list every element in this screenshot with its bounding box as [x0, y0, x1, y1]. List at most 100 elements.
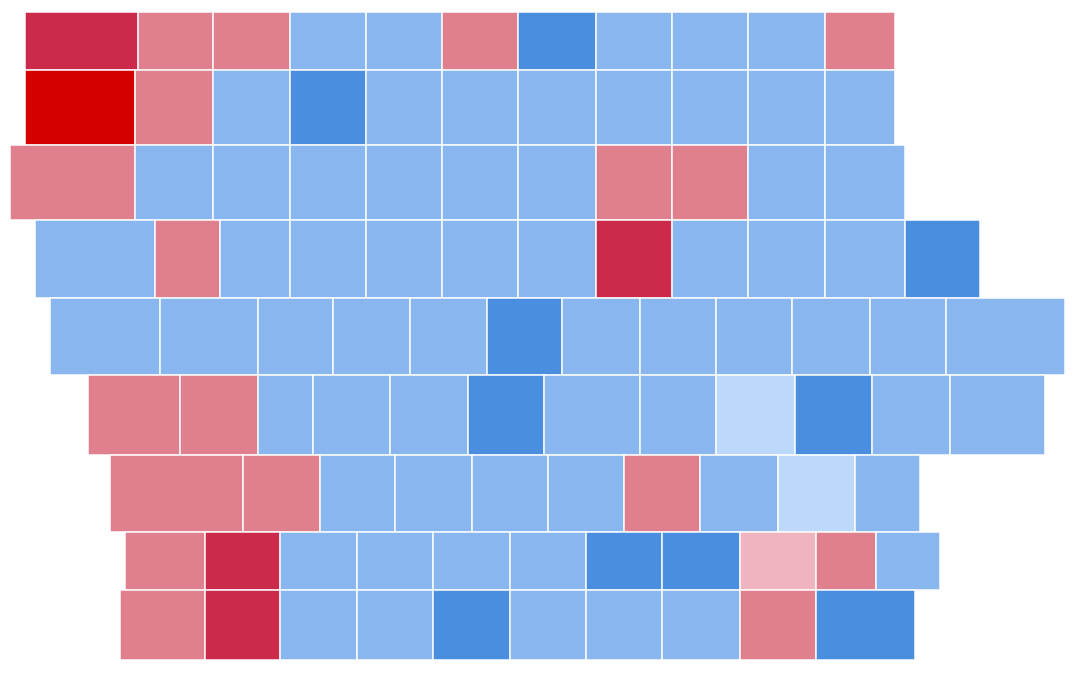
county: [854, 454, 921, 533]
county: [815, 589, 916, 661]
county: [389, 374, 469, 456]
county: [777, 454, 856, 533]
county: [365, 219, 443, 299]
county: [124, 531, 206, 591]
county: [747, 144, 826, 221]
county: [595, 219, 673, 299]
county: [509, 531, 587, 591]
county: [365, 144, 443, 221]
county: [289, 11, 367, 71]
county: [24, 69, 136, 146]
county: [242, 454, 321, 533]
county: [747, 219, 826, 299]
county: [257, 374, 314, 456]
county: [871, 374, 951, 456]
county: [815, 531, 877, 591]
county: [134, 69, 214, 146]
county: [312, 374, 391, 456]
county: [739, 531, 817, 591]
county: [134, 144, 214, 221]
county: [289, 69, 367, 146]
county: [543, 374, 641, 456]
county: [365, 69, 443, 146]
county: [547, 454, 625, 533]
county: [585, 531, 663, 591]
county: [715, 374, 796, 456]
county: [289, 219, 367, 299]
county: [441, 11, 519, 71]
county: [949, 374, 1046, 456]
county: [212, 11, 291, 71]
county: [119, 589, 206, 661]
county: [467, 374, 545, 456]
county: [34, 219, 156, 299]
county: [441, 69, 519, 146]
county: [661, 589, 741, 661]
county: [739, 589, 817, 661]
county: [409, 297, 488, 376]
county: [661, 531, 741, 591]
county: [137, 11, 214, 71]
county: [747, 11, 826, 71]
county: [623, 454, 701, 533]
county: [945, 297, 1066, 376]
county: [671, 219, 749, 299]
county: [824, 144, 906, 221]
county: [699, 454, 779, 533]
county: [869, 297, 947, 376]
county: [24, 11, 139, 71]
county: [794, 374, 873, 456]
county: [824, 69, 896, 146]
county: [509, 589, 587, 661]
county: [289, 144, 367, 221]
county: [9, 144, 136, 221]
county: [441, 144, 519, 221]
county: [212, 144, 291, 221]
county: [585, 589, 663, 661]
county: [159, 297, 259, 376]
county: [639, 374, 717, 456]
county: [486, 297, 563, 376]
county: [179, 374, 259, 456]
county: [671, 69, 749, 146]
county: [517, 144, 597, 221]
county: [671, 11, 749, 71]
county: [471, 454, 549, 533]
county: [791, 297, 871, 376]
county: [904, 219, 981, 299]
county: [204, 531, 281, 591]
county: [441, 219, 519, 299]
county: [517, 11, 597, 71]
county: [595, 11, 673, 71]
county: [356, 531, 434, 591]
county: [671, 144, 749, 221]
county: [824, 11, 896, 71]
county: [517, 219, 597, 299]
county: [595, 144, 673, 221]
county: [432, 589, 511, 661]
county: [212, 69, 291, 146]
county: [356, 589, 434, 661]
county: [257, 297, 334, 376]
county: [561, 297, 641, 376]
county: [365, 11, 443, 71]
county: [154, 219, 221, 299]
county: [332, 297, 411, 376]
county: [517, 69, 597, 146]
county: [747, 69, 826, 146]
county: [219, 219, 291, 299]
county: [715, 297, 793, 376]
county: [49, 297, 161, 376]
county: [432, 531, 511, 591]
county: [394, 454, 473, 533]
county: [824, 219, 906, 299]
county: [279, 589, 358, 661]
county: [595, 69, 673, 146]
county: [204, 589, 281, 661]
county: [319, 454, 396, 533]
county: [279, 531, 358, 591]
county: [875, 531, 941, 591]
county: [87, 374, 181, 456]
